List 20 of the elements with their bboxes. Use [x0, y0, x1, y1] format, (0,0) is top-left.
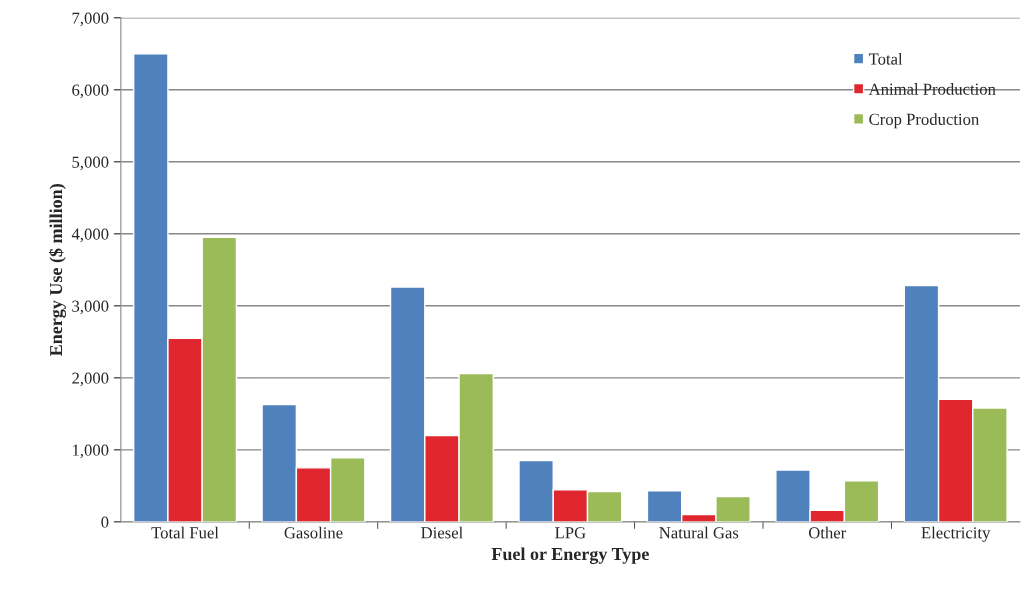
y-tick-label: 2,000: [72, 372, 109, 387]
legend-label: Crop Production: [869, 113, 979, 129]
y-tick-label: 6,000: [72, 84, 109, 99]
x-tick-label: Gasoline: [284, 526, 343, 539]
y-tick-label: 1,000: [72, 444, 109, 459]
y-tick-label: 5,000: [72, 156, 109, 171]
y-tick-label: 0: [101, 516, 109, 528]
x-tick-label: Other: [808, 526, 847, 539]
x-axis-title: Fuel or Energy Type: [491, 547, 649, 564]
legend-label: Animal Production: [868, 83, 996, 95]
x-tick-label: Diesel: [421, 526, 463, 539]
legend-label: Total: [868, 52, 903, 65]
x-tick-label: Total Fuel: [151, 526, 219, 539]
x-tick-label: Electricity: [921, 526, 991, 542]
y-tick-label: 7,000: [72, 12, 109, 27]
y-axis-title: Energy Use ($ million): [48, 184, 66, 357]
y-tick-label: 3,000: [72, 300, 109, 315]
y-tick-label: 4,000: [71, 228, 109, 243]
x-tick-label: LPG: [555, 527, 586, 539]
x-tick-label: Natural Gas: [659, 526, 739, 539]
